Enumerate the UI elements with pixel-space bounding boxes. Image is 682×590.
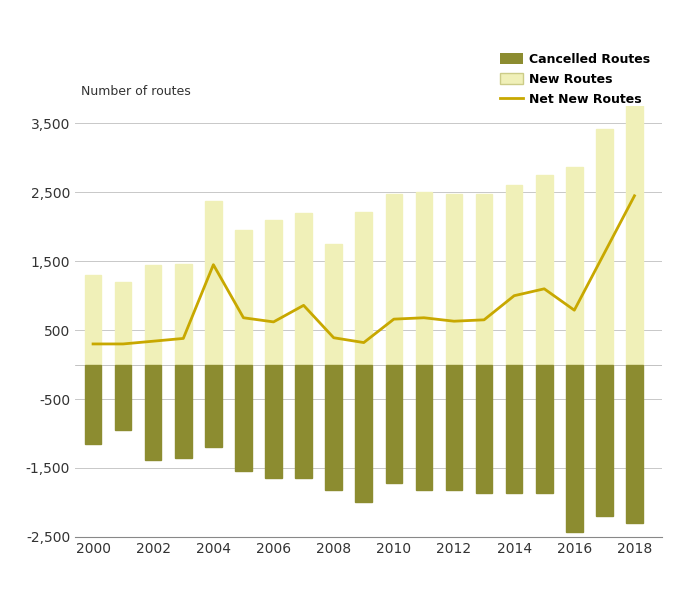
- Bar: [85, 275, 102, 365]
- Bar: [536, 365, 552, 493]
- Bar: [385, 194, 402, 365]
- Bar: [325, 365, 342, 490]
- Bar: [506, 365, 522, 493]
- Bar: [476, 365, 492, 493]
- Bar: [566, 167, 582, 365]
- Bar: [325, 244, 342, 365]
- Bar: [385, 365, 402, 483]
- Bar: [115, 365, 132, 430]
- Bar: [115, 282, 132, 365]
- Bar: [295, 365, 312, 478]
- Bar: [536, 175, 552, 365]
- Legend: Cancelled Routes, New Routes, Net New Routes: Cancelled Routes, New Routes, Net New Ro…: [495, 48, 655, 110]
- Bar: [446, 194, 462, 365]
- Bar: [295, 213, 312, 365]
- Bar: [476, 194, 492, 365]
- Bar: [265, 365, 282, 478]
- Bar: [235, 230, 252, 365]
- Bar: [145, 365, 162, 460]
- Bar: [566, 365, 582, 532]
- Bar: [205, 201, 222, 365]
- Bar: [235, 365, 252, 471]
- Bar: [415, 365, 432, 490]
- Bar: [145, 266, 162, 365]
- Bar: [265, 220, 282, 365]
- Bar: [506, 185, 522, 365]
- Bar: [446, 365, 462, 490]
- Bar: [626, 365, 642, 523]
- Bar: [85, 365, 102, 444]
- Bar: [626, 96, 642, 365]
- Bar: [175, 365, 192, 458]
- Bar: [205, 365, 222, 447]
- Bar: [355, 365, 372, 502]
- Bar: [415, 192, 432, 365]
- Bar: [355, 212, 372, 365]
- Text: Number of routes: Number of routes: [81, 84, 191, 97]
- Bar: [175, 264, 192, 365]
- Bar: [596, 129, 612, 365]
- Bar: [596, 365, 612, 516]
